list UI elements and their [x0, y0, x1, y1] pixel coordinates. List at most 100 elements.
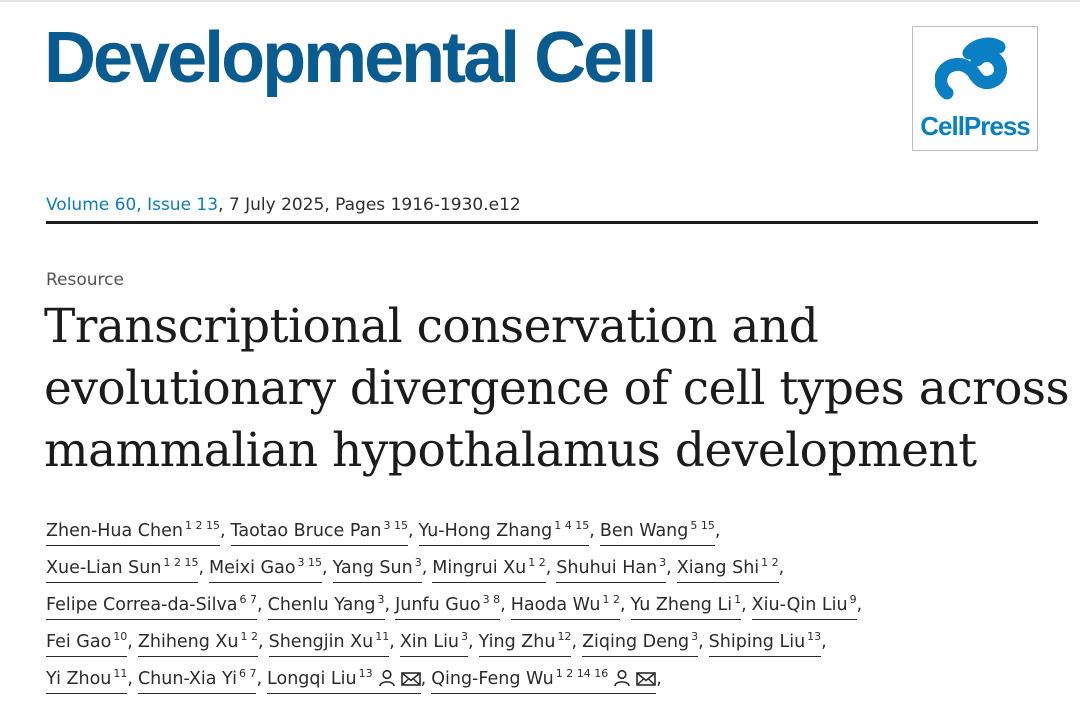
article-title: Transcriptional conservation and evoluti… [44, 296, 1070, 482]
author-separator: , [421, 558, 428, 578]
author-name: Ziqing Deng [582, 632, 690, 652]
author-separator: , [420, 669, 427, 689]
author-name: Zhen-Hua Chen [46, 521, 183, 541]
affiliation-numbers: 3 [377, 593, 385, 606]
author-separator: , [856, 595, 863, 615]
journal-title[interactable]: Developmental Cell [44, 18, 657, 98]
author-link[interactable]: Fei Gao 10 [46, 630, 128, 657]
author-name: Chenlu Yang [267, 595, 376, 615]
author-link[interactable]: Longqi Liu 13 [267, 667, 421, 694]
top-border [0, 0, 1080, 2]
affiliation-numbers: 6 7 [239, 593, 258, 606]
author-link[interactable]: Yi Zhou 11 [46, 667, 128, 694]
author-separator: , [656, 669, 662, 689]
author-separator: , [571, 632, 578, 652]
affiliation-numbers: 11 [113, 667, 128, 680]
volume-issue-link[interactable]: Volume 60, Issue 13 [46, 195, 219, 215]
author-name: Ying Zhu [478, 632, 556, 652]
author-link[interactable]: Ziqing Deng 3 [582, 630, 699, 657]
author-list: Zhen-Hua Chen 1 2 15, Taotao Bruce Pan 3 15… [46, 517, 1056, 702]
author-link[interactable]: Junfu Guo 3 8 [395, 593, 501, 620]
author-link[interactable]: Zhen-Hua Chen 1 2 15 [46, 519, 220, 546]
article-title-line: mammalian hypothalamus development [44, 423, 977, 478]
affiliation-numbers: 3 [461, 630, 469, 643]
affiliation-numbers: 3 8 [482, 593, 501, 606]
author-separator: , [389, 632, 395, 652]
article-title-line: evolutionary divergence of cell types ac… [44, 361, 1070, 416]
affiliation-numbers: 1 [734, 593, 742, 606]
author-link[interactable]: Felipe Correa-da-Silva 6 7 [46, 593, 258, 620]
author-name: Shiping Liu [708, 632, 806, 652]
author-separator: , [256, 669, 263, 689]
author-link[interactable]: Ying Zhu 12 [478, 630, 572, 657]
author-name: Yi Zhou [46, 669, 112, 689]
author-name: Longqi Liu [267, 669, 357, 689]
author-link[interactable]: Chenlu Yang 3 [267, 593, 385, 620]
affiliation-numbers: 11 [375, 630, 390, 643]
author-link[interactable]: Ben Wang 5 15 [599, 519, 715, 546]
affiliation-numbers: 10 [113, 630, 128, 643]
author-link[interactable]: Yang Sun 3 [332, 556, 422, 583]
author-name: Qing-Feng Wu [431, 669, 554, 689]
author-separator: , [127, 632, 133, 652]
affiliation-numbers: 3 [659, 556, 667, 569]
author-name: Yu Zheng Li [630, 595, 733, 615]
header-divider [46, 221, 1038, 224]
author-link[interactable]: Meixi Gao 3 15 [209, 556, 323, 583]
author-link[interactable]: Shuhui Han 3 [556, 556, 667, 583]
author-link[interactable]: Xiu-Qin Liu 9 [751, 593, 857, 620]
affiliation-numbers: 3 [691, 630, 699, 643]
person-icon [614, 669, 631, 687]
author-link[interactable]: Yu-Hong Zhang 1 4 15 [418, 519, 590, 546]
author-separator: , [500, 595, 506, 615]
author-row: Felipe Correa-da-Silva 6 7, Chenlu Yang 3, J… [46, 591, 1056, 628]
affiliation-numbers: 3 15 [383, 519, 408, 532]
author-name: Mingrui Xu [432, 558, 527, 578]
affiliation-numbers: 12 [557, 630, 572, 643]
author-link[interactable]: Yu Zheng Li 1 [630, 593, 742, 620]
author-separator: , [589, 521, 595, 541]
affiliation-numbers: 1 2 [528, 556, 546, 569]
author-separator: , [127, 669, 133, 689]
author-separator: , [545, 558, 552, 578]
author-name: Felipe Correa-da-Silva [46, 595, 238, 615]
affiliation-numbers: 6 7 [238, 667, 257, 680]
article-type: Resource [46, 270, 124, 290]
author-link[interactable]: Zhiheng Xu 1 2 [137, 630, 259, 657]
author-name: Shengjin Xu [268, 632, 374, 652]
author-link[interactable]: Shiping Liu 13 [708, 630, 822, 657]
author-row: Xue-Lian Sun 1 2 15, Meixi Gao 3 15, Yang Su… [46, 554, 1056, 591]
author-link[interactable]: Xin Liu 3 [399, 630, 469, 657]
author-link[interactable]: Shengjin Xu 11 [268, 630, 390, 657]
issue-date-pages: , 7 July 2025, Pages 1916-1930.e12 [218, 195, 521, 215]
author-separator: , [698, 632, 704, 652]
author-link[interactable]: Qing-Feng Wu 1 2 14 16 [431, 667, 657, 694]
author-link[interactable]: Taotao Bruce Pan 3 15 [230, 519, 408, 546]
author-name: Meixi Gao [209, 558, 296, 578]
author-link[interactable]: Chun-Xia Yi 6 7 [137, 667, 257, 694]
person-icon [378, 669, 395, 687]
affiliation-numbers: 1 2 [602, 593, 620, 606]
author-name: Taotao Bruce Pan [230, 521, 382, 541]
author-name: Yu-Hong Zhang [418, 521, 553, 541]
author-separator: , [258, 632, 264, 652]
author-separator: , [219, 521, 226, 541]
author-link[interactable]: Mingrui Xu 1 2 [432, 556, 546, 583]
author-separator: , [778, 558, 785, 578]
author-name: Shuhui Han [556, 558, 658, 578]
author-name: Fei Gao [46, 632, 112, 652]
author-link[interactable]: Xiang Shi 1 2 [676, 556, 779, 583]
author-link[interactable]: Haoda Wu 1 2 [510, 593, 620, 620]
cellpress-logo[interactable]: CellPress [912, 26, 1038, 151]
author-separator: , [821, 632, 827, 652]
author-separator: , [384, 595, 391, 615]
affiliation-numbers: 1 2 [240, 630, 259, 643]
issue-citation: Volume 60, Issue 13, 7 July 2025, Pages … [46, 194, 521, 216]
author-link[interactable]: Xue-Lian Sun 1 2 15 [46, 556, 199, 583]
author-name: Xue-Lian Sun [46, 558, 162, 578]
affiliation-numbers: 5 15 [690, 519, 715, 532]
affiliation-numbers: 3 [414, 556, 422, 569]
author-separator: , [619, 595, 626, 615]
author-name: Yang Sun [332, 558, 413, 578]
affiliation-numbers: 13 [358, 667, 373, 680]
